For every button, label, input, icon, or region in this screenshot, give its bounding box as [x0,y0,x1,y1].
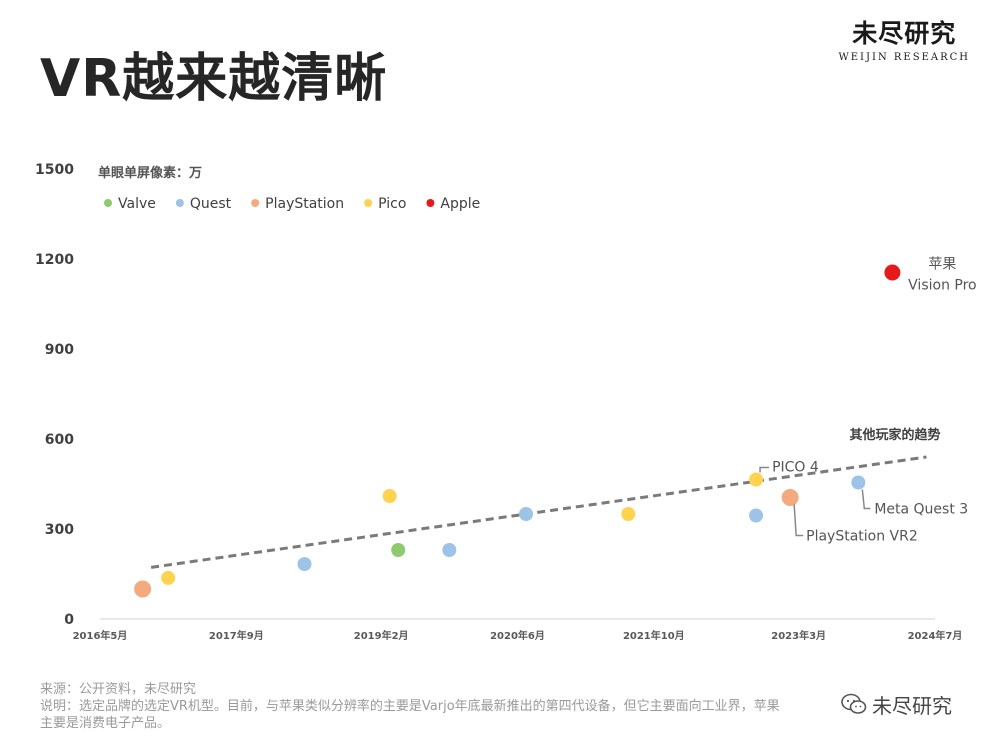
resolution-scatter-chart: 0 300 600 900 1200 1500 2016年5月 2017年9月 2019年2月 2… [35,162,977,642]
data-point-quest [297,557,312,572]
x-tick-label: 2023年3月 [771,629,826,642]
trendline [150,455,927,569]
trendline-label: 其他玩家的趋势 [849,427,940,443]
legend-marker-valve [104,199,112,207]
y-tick-label: 0 [64,612,74,628]
x-tick-label: 2019年2月 [354,629,409,642]
y-axis-label: 单眼单屏像素：万 [98,165,202,181]
x-tick-label: 2020年6月 [490,629,545,642]
trendline-group: 其他玩家的趋势 [150,427,940,569]
chart-footer-notes: 来源：公开资料，未尽研究 说明：选定品牌的选定VR机型。目前，与苹果类似分辨率的… [40,681,900,732]
legend-marker-quest [175,199,184,207]
annotation-label: PlayStation VR2 [806,529,918,545]
annotation-leader [793,504,804,537]
legend-label-valve: Valve [118,196,156,212]
annotation-leader [759,466,770,473]
annotation-leader [861,489,871,510]
y-tick-label: 300 [45,522,74,538]
weijin-research-logo: 未尽研究 WEIJIN RESEARCH [838,14,970,63]
wechat-icon [841,693,867,714]
wechat-watermark: 未尽研究 [840,690,990,718]
y-tick-label: 1200 [35,252,74,268]
data-point-playstation [134,580,152,598]
data-point-valve [391,543,406,557]
data-point-pico [161,570,176,585]
y-tick-label: 900 [45,342,74,358]
legend-label-pico: Pico [378,196,406,212]
legend-marker-playstation [251,199,260,207]
footer-note-line1: 说明：选定品牌的选定VR机型。目前，与苹果类似分辨率的主要是Varjo年底最新推… [40,699,780,714]
legend-label-quest: Quest [190,196,232,212]
data-point-playstation [781,489,799,506]
axes-group: 0 300 600 900 1200 1500 2016年5月 2017年9月 2019年2月 2… [35,162,962,642]
legend-label-apple: Apple [440,196,480,212]
x-tick-label: 2021年10月 [623,629,685,642]
legend-label-playstation: PlayStation [265,196,344,212]
data-point-pico [749,472,764,487]
annotations-group: PICO 4 PlayStation VR2 Meta Quest 3 苹果 Visio… [759,257,977,545]
data-point-pico [621,507,636,521]
footer-note-line2: 主要是消费电子产品。 [40,716,171,731]
logo-english-text: WEIJIN RESEARCH [838,52,970,63]
chart-legend: Valve Quest PlayStation Pico Apple [104,196,480,212]
x-tick-label: 2017年9月 [209,629,264,642]
data-point-pico [382,489,397,503]
page-title: VR越来越清晰 [40,49,388,109]
annotation-label: PICO 4 [772,460,819,476]
footer-source: 来源：公开资料，未尽研究 [40,682,197,697]
data-point-apple [884,264,901,281]
logo-chinese-text: 未尽研究 [852,19,957,48]
y-tick-label: 600 [45,432,74,448]
data-points-group [134,264,901,598]
data-point-quest [442,543,457,557]
data-point-quest [851,475,866,490]
watermark-text: 未尽研究 [872,693,952,718]
x-tick-label: 2016年5月 [73,629,128,642]
annotation-label: Vision Pro [908,278,976,294]
x-tick-label: 2024年7月 [908,629,963,642]
legend-marker-apple [426,199,435,207]
annotation-label: Meta Quest 3 [874,502,968,518]
annotation-label: 苹果 [928,257,956,273]
data-point-quest [749,508,764,523]
y-tick-label: 1500 [35,162,74,178]
legend-marker-pico [364,199,373,207]
data-point-quest [519,507,534,521]
